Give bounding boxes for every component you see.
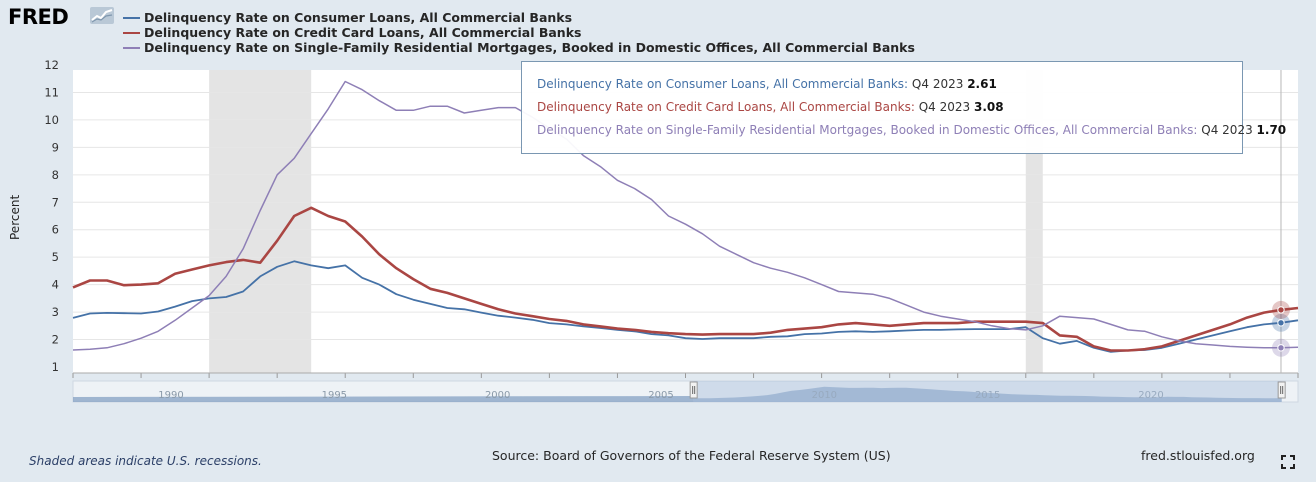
y-tick-label: 9	[52, 140, 59, 154]
tooltip-date: Q4 2023	[911, 77, 964, 91]
y-tick-label: 10	[44, 113, 59, 127]
y-tick-label: 1	[52, 360, 59, 374]
navigator-year-label: 2010	[812, 390, 837, 401]
hover-crosshair	[1271, 70, 1290, 373]
data-tooltip: Delinquency Rate on Consumer Loans, All …	[521, 61, 1286, 154]
recession-note: Shaded areas indicate U.S. recessions.	[29, 454, 262, 468]
navigator-year-label: 2015	[975, 390, 1000, 401]
navigator-year-label: 2000	[485, 390, 510, 401]
tooltip-series-name: Delinquency Rate on Credit Card Loans, A…	[537, 100, 915, 114]
legend-label-credit-card: Delinquency Rate on Credit Card Loans, A…	[144, 25, 582, 40]
tooltip-series-name: Delinquency Rate on Consumer Loans, All …	[537, 77, 909, 91]
y-tick-label: 7	[52, 195, 59, 209]
tooltip-row-consumer: Delinquency Rate on Consumer Loans, All …	[537, 77, 997, 91]
navigator-handle[interactable]	[1277, 381, 1286, 399]
tooltip-value: 3.08	[973, 100, 1004, 114]
navigator-selection[interactable]	[693, 381, 1282, 402]
fred-logo[interactable]: FRED	[8, 5, 69, 29]
y-tick-label: 5	[52, 250, 59, 264]
navigator-history-area	[73, 396, 694, 402]
chart-legend: Delinquency Rate on Consumer Loans, All …	[123, 10, 915, 55]
y-tick-label: 2	[52, 333, 59, 347]
y-tick-label: 8	[52, 168, 59, 182]
series-line-consumer-loans	[72, 260, 1299, 353]
hover-point	[1277, 306, 1285, 314]
tooltip-series-name: Delinquency Rate on Single-Family Reside…	[537, 123, 1198, 137]
navigator-handle[interactable]	[689, 381, 698, 399]
recession-band	[209, 70, 312, 373]
y-tick-label: 11	[44, 85, 59, 99]
legend-swatch-mortgages	[123, 46, 140, 49]
legend-swatch-credit-card	[123, 31, 140, 34]
navigator-year-label: 2005	[648, 390, 673, 401]
navigator-year-label: 1990	[158, 390, 183, 401]
series-line-mortgages	[72, 80, 1299, 351]
legend-item-consumer-loans[interactable]: Delinquency Rate on Consumer Loans, All …	[123, 10, 915, 25]
tooltip-date: Q4 2023	[1201, 123, 1253, 137]
legend-label-consumer: Delinquency Rate on Consumer Loans, All …	[144, 10, 573, 25]
series-lines	[72, 80, 1299, 353]
fullscreen-icon[interactable]	[1281, 455, 1295, 469]
trend-line-icon	[90, 7, 114, 24]
source-text: Source: Board of Governors of the Federa…	[492, 448, 891, 463]
hover-point	[1277, 319, 1285, 327]
range-navigator[interactable]: 1990 1995 2000 2005 2010 2015 2020	[72, 380, 1299, 403]
legend-item-credit-card-loans[interactable]: Delinquency Rate on Credit Card Loans, A…	[123, 25, 915, 40]
tooltip-date: Q4 2023	[918, 100, 971, 114]
tooltip-row-mortgages: Delinquency Rate on Single-Family Reside…	[537, 123, 1286, 137]
series-line-credit-card-loans	[72, 206, 1299, 352]
tooltip-row-credit-card: Delinquency Rate on Credit Card Loans, A…	[537, 100, 1004, 114]
tooltip-value: 2.61	[967, 77, 997, 91]
site-link[interactable]: fred.stlouisfed.org	[1141, 448, 1255, 463]
y-tick-label: 3	[52, 305, 59, 319]
navigator-year-label: 2020	[1138, 390, 1163, 401]
tooltip-value: 1.70	[1256, 123, 1287, 137]
legend-label-mortgages: Delinquency Rate on Single-Family Reside…	[144, 40, 915, 55]
y-tick-label: 4	[52, 278, 59, 292]
navigator-year-label: 1995	[322, 390, 347, 401]
y-tick-label: 12	[44, 58, 59, 72]
y-tick-label: 6	[52, 223, 59, 237]
legend-item-mortgages[interactable]: Delinquency Rate on Single-Family Reside…	[123, 40, 915, 55]
recession-shading	[209, 70, 1043, 373]
hover-point	[1277, 344, 1285, 352]
legend-swatch-consumer	[123, 16, 140, 19]
navigator-series-area	[693, 386, 1282, 402]
